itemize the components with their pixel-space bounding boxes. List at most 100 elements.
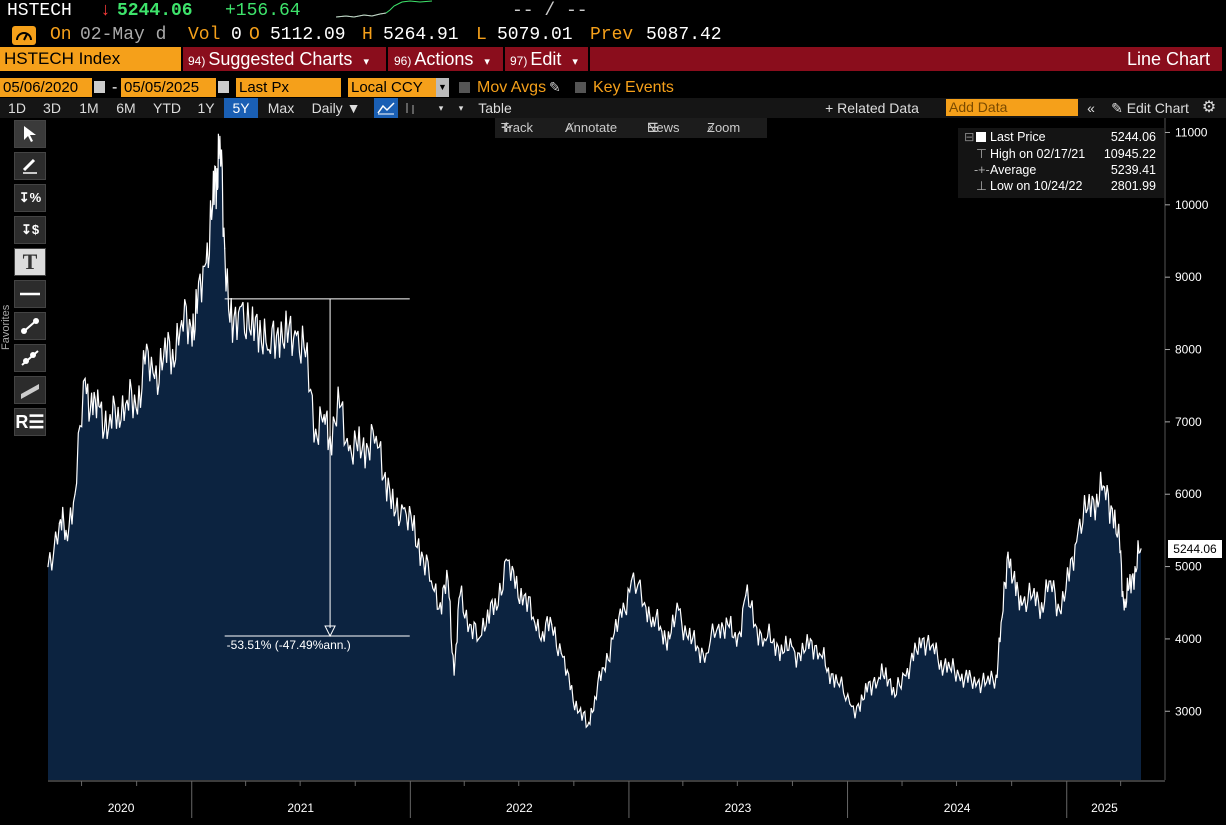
end-date-field[interactable]: 05/05/2025 (121, 78, 216, 97)
range-1d[interactable]: 1D (8, 100, 26, 116)
price-point (578, 710, 580, 712)
price-point (323, 414, 325, 416)
bar-chart-icon[interactable] (400, 98, 422, 118)
price-point (268, 348, 270, 351)
edit-chart-button[interactable]: ✎ Edit Chart (1104, 98, 1196, 118)
horizontal-line-icon[interactable] (14, 280, 46, 308)
range-max[interactable]: Max (267, 100, 295, 116)
add-data-input[interactable]: Add Data (946, 99, 1078, 116)
price-point (439, 602, 441, 604)
range-6m[interactable]: 6M (116, 100, 136, 116)
chart-type-label[interactable]: Line Chart (1126, 49, 1210, 69)
price-point (687, 638, 689, 640)
track-label: Track (501, 120, 534, 135)
caret-down-icon[interactable]: ▾ (438, 103, 444, 113)
collapse-icon[interactable]: « (1087, 100, 1095, 116)
price-point (818, 652, 821, 655)
price-point (696, 645, 698, 647)
date-separator: - (112, 79, 118, 96)
line-chart-icon[interactable] (374, 98, 398, 118)
text-tool-icon[interactable]: T (14, 248, 46, 276)
price-point (745, 594, 747, 597)
price-point (304, 356, 307, 358)
x-tick-label: 2025 (1091, 801, 1118, 815)
drawing-toolbar: ↧% ↧$ T R☰ (14, 120, 48, 440)
price-point (912, 660, 915, 662)
price-point (661, 631, 663, 633)
dropdown-arrow-icon[interactable]: ▼ (436, 78, 449, 97)
price-point (514, 587, 516, 589)
price-point (876, 681, 879, 683)
pencil-icon[interactable] (14, 152, 46, 180)
price-point (587, 725, 589, 727)
key-events-checkbox[interactable] (575, 82, 586, 93)
edit-menu[interactable]: 97) Edit ▾ (510, 47, 578, 71)
cursor-icon[interactable] (14, 120, 46, 148)
caret-down-icon[interactable]: ▾ (458, 103, 464, 113)
field-select[interactable]: Last Px (236, 78, 341, 97)
mov-avgs-checkbox[interactable] (459, 82, 470, 93)
calendar-icon[interactable] (94, 81, 105, 93)
gear-icon[interactable]: ⚙ (1201, 99, 1217, 116)
gauge-icon[interactable] (12, 26, 36, 45)
price-point (172, 348, 174, 351)
price-point (421, 551, 423, 553)
calendar-icon[interactable] (218, 81, 229, 93)
price-point (412, 529, 414, 532)
price-point (754, 623, 756, 626)
legend-value: 10945.22 (1103, 147, 1156, 161)
price-point (287, 341, 289, 343)
mov-avgs-label[interactable]: Mov Avgs (477, 79, 547, 96)
price-point (1058, 609, 1061, 611)
related-data-button[interactable]: + Related Data (825, 100, 919, 116)
ray-line-icon[interactable] (14, 344, 46, 372)
dollar-measure-icon[interactable]: ↧$ (14, 216, 46, 244)
range-5y[interactable]: 5Y (224, 98, 258, 118)
range-1m[interactable]: 1M (79, 100, 99, 116)
start-date-field[interactable]: 05/06/2020 (0, 78, 92, 97)
price-point (99, 406, 101, 408)
price-point (196, 312, 198, 314)
range-ytd[interactable]: YTD (153, 100, 181, 116)
table-button[interactable]: Table (478, 100, 512, 116)
frequency-select[interactable]: Daily ▼ (311, 100, 361, 116)
key-events-label[interactable]: Key Events (593, 79, 674, 96)
price-point (678, 609, 680, 611)
price-point (224, 247, 226, 249)
annotation-label[interactable]: -53.51% (-47.49%ann.) (227, 638, 351, 652)
pencil-icon: ⟋ (565, 120, 575, 135)
price-point (231, 341, 234, 343)
currency-select[interactable]: Local CCY (348, 78, 436, 97)
price-point (958, 674, 960, 676)
caret-down-icon: ▾ (484, 56, 490, 68)
price-point (560, 652, 562, 655)
price-point (65, 529, 67, 532)
price-point (58, 522, 61, 524)
y-tick-label: 9000 (1175, 270, 1202, 284)
price-point (117, 406, 119, 408)
price-point (402, 508, 404, 510)
price-point (1096, 493, 1098, 495)
range-1y[interactable]: 1Y (197, 100, 215, 116)
chart-tools-bar: ✛ Track ⟋ Annotate ☰ News ⌕ Zoom (495, 118, 767, 138)
price-point (930, 645, 933, 647)
percent-measure-icon[interactable]: ↧% (14, 184, 46, 212)
price-point (144, 363, 146, 365)
price-point (181, 320, 183, 322)
trend-line-icon[interactable] (14, 312, 46, 340)
chart-legend[interactable]: ⊟ Last Price 5244.06 ⊤ High on 02/17/21 … (958, 128, 1164, 198)
favorites-tab[interactable]: Favorites (0, 304, 12, 350)
pencil-icon[interactable]: ✎ (549, 79, 561, 95)
price-point (542, 631, 544, 633)
actions-menu[interactable]: 96) Actions ▾ (394, 47, 490, 71)
channel-icon[interactable] (14, 376, 46, 404)
range-3d[interactable]: 3D (43, 100, 61, 116)
menu-divider (181, 47, 183, 71)
suggested-charts-menu[interactable]: 94) Suggested Charts ▾ (188, 47, 369, 71)
price-point (92, 414, 94, 416)
legend-row-last-price: ⊟ Last Price 5244.06 (958, 129, 1164, 145)
y-tick-label: 10000 (1175, 198, 1209, 212)
security-field[interactable]: HSTECH Index (0, 47, 181, 71)
regression-icon[interactable]: R☰ (14, 408, 46, 436)
